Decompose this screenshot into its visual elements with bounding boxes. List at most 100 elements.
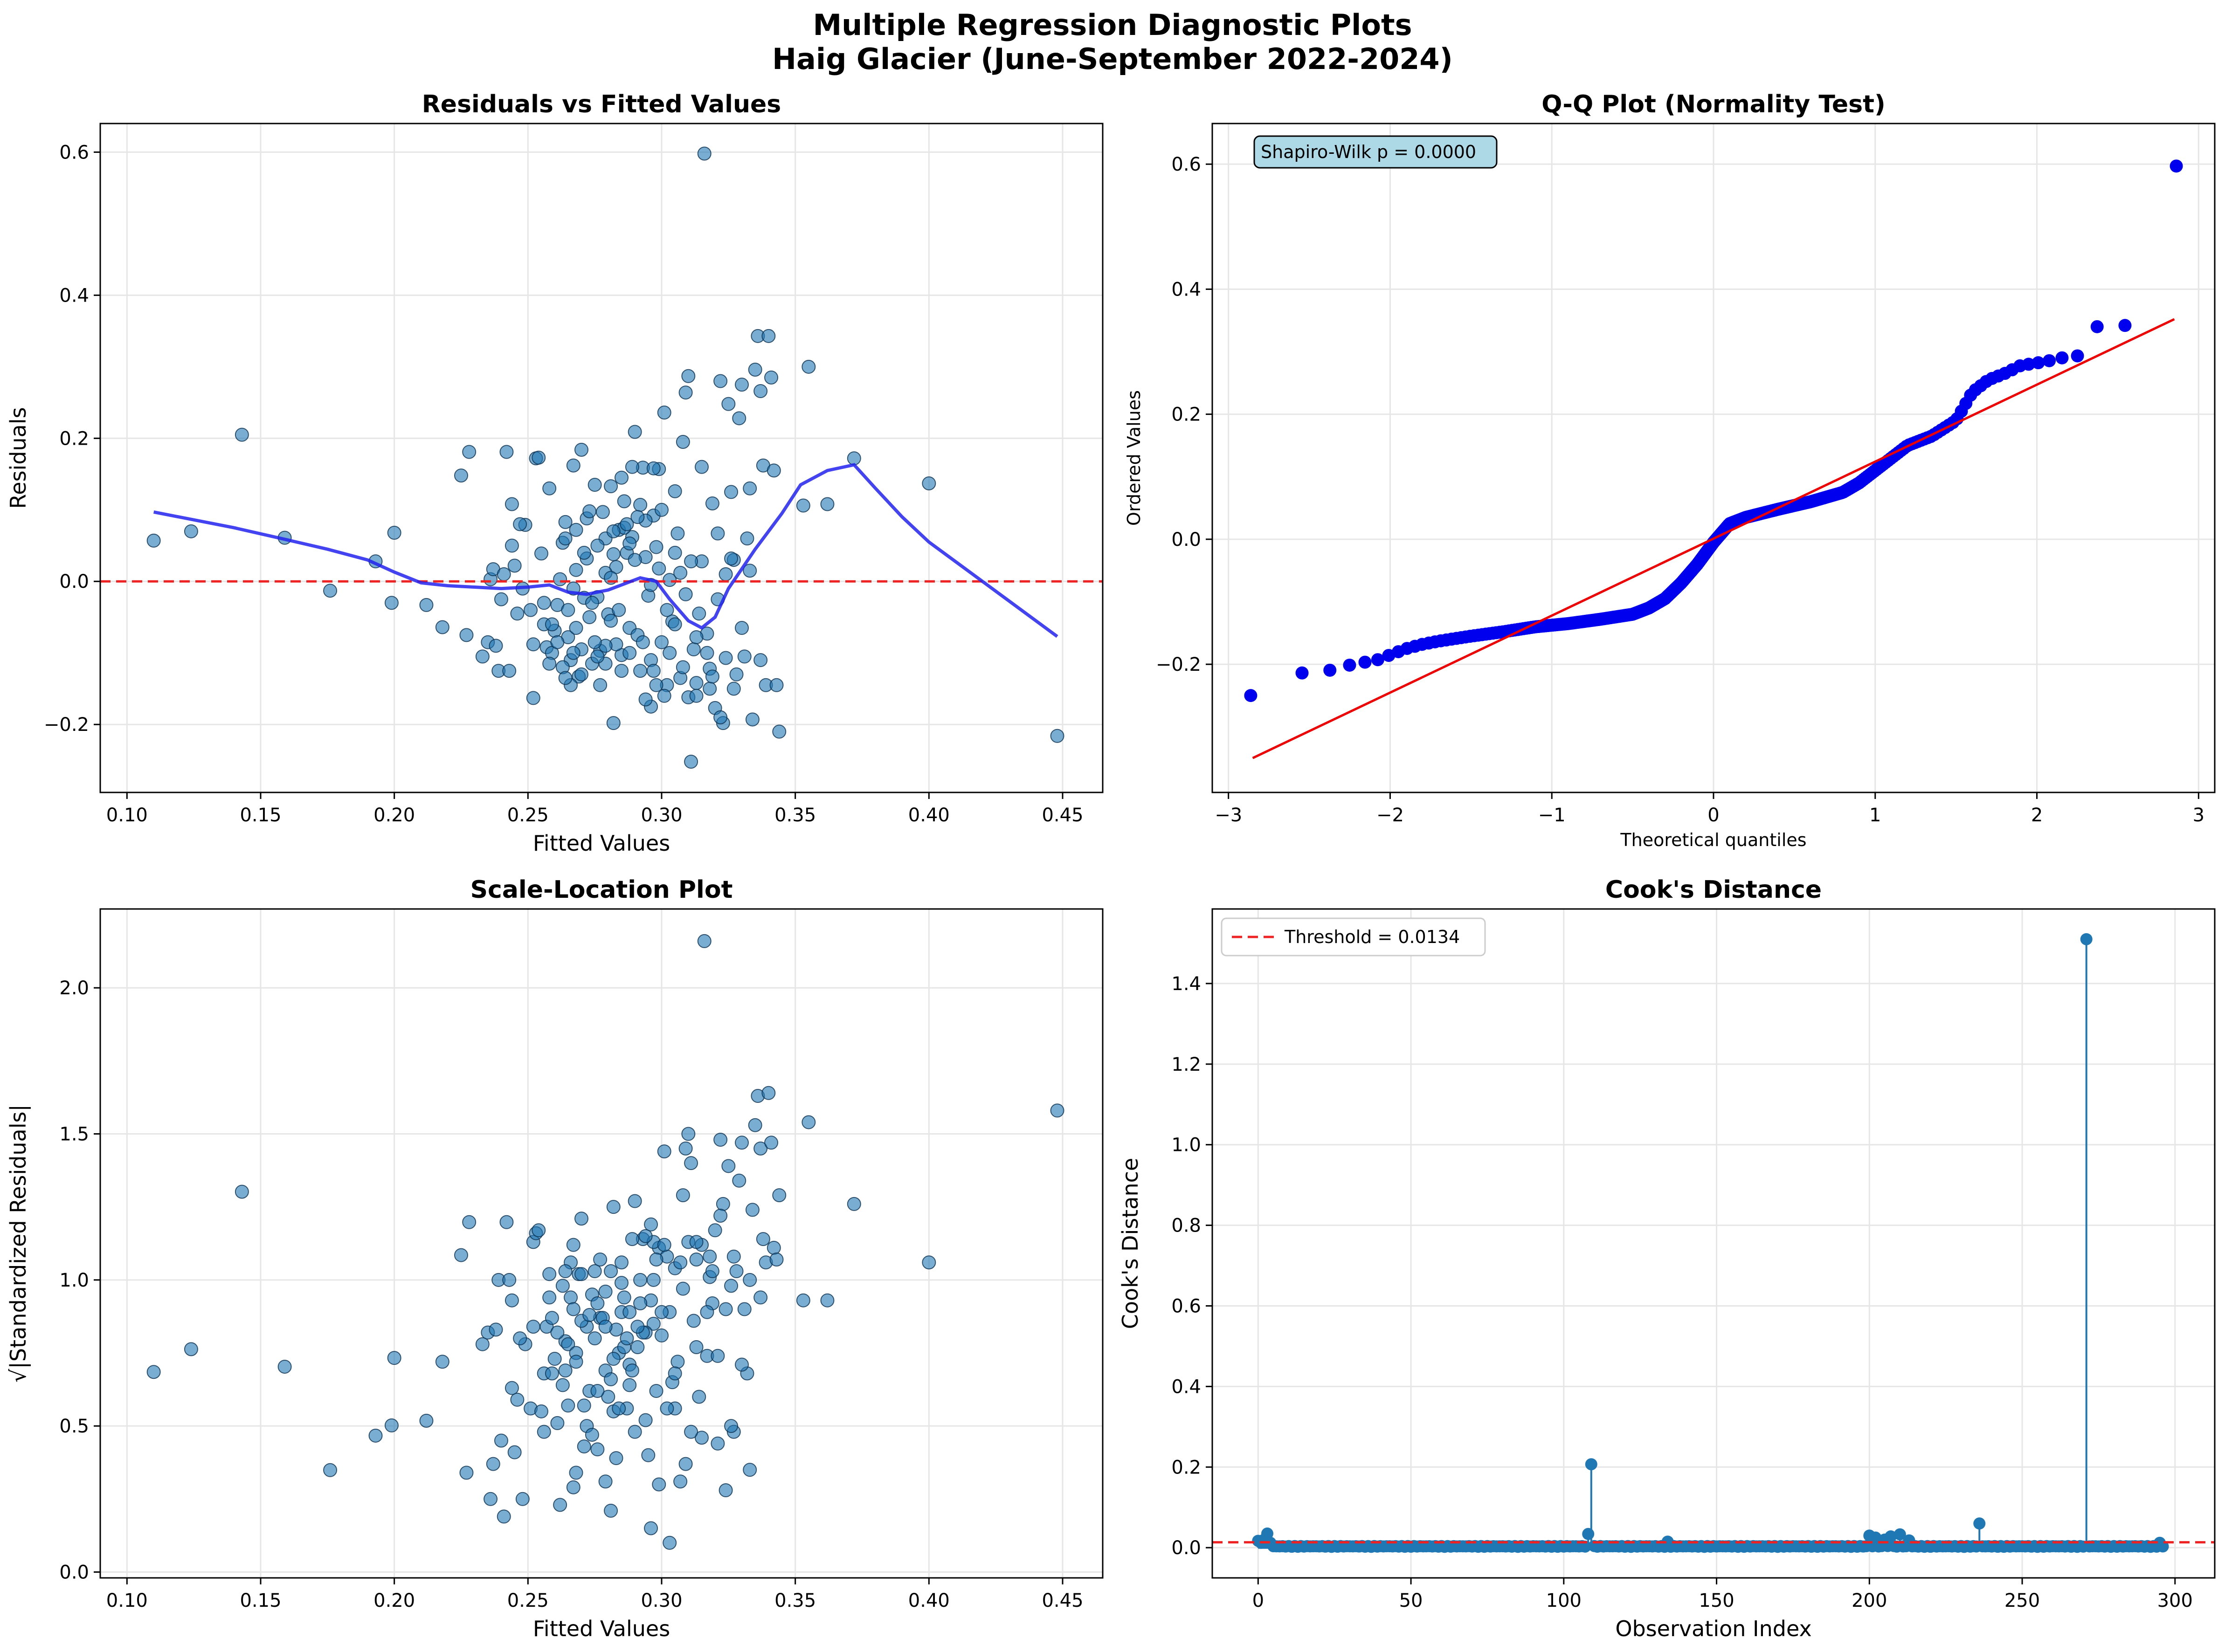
- scale-location-point: [676, 1188, 690, 1203]
- scale-location-point: [577, 1398, 591, 1413]
- scale-location-point: [628, 1425, 642, 1439]
- cooks-marker: [1582, 1528, 1595, 1540]
- residual-point: [695, 460, 709, 474]
- plot-area-scale_location: [146, 934, 1064, 1550]
- residual-point: [713, 710, 728, 724]
- scale-location-point: [713, 1133, 728, 1147]
- x-axis-label: Theoretical quantiles: [1620, 830, 1806, 850]
- shapiro-wilk-annotation: Shapiro-Wilk p = 0.0000: [1261, 142, 1476, 162]
- scale-location-point: [612, 1401, 626, 1416]
- scale-location-point: [724, 1419, 739, 1433]
- residual-point: [561, 603, 575, 617]
- scale-location-point: [684, 1425, 698, 1439]
- residual-point: [636, 635, 650, 649]
- residual-point: [700, 646, 714, 660]
- scale-location-point: [638, 1413, 653, 1427]
- residual-point: [692, 606, 706, 621]
- scale-location-point: [732, 1173, 746, 1188]
- qq-point: [2055, 351, 2069, 365]
- scale-location-point: [569, 1355, 583, 1369]
- x-tick-label: 0.35: [774, 1590, 816, 1611]
- residual-point: [681, 369, 696, 383]
- residual-point: [558, 531, 573, 546]
- scale-location-point: [555, 1378, 570, 1392]
- scale-location-point: [585, 1427, 599, 1442]
- scale-location-point: [625, 1232, 639, 1246]
- scale-location-point: [644, 1217, 658, 1232]
- residual-point: [689, 688, 704, 703]
- y-tick-label: 0.6: [1171, 154, 1201, 175]
- residual-point: [537, 596, 551, 610]
- residual-point: [719, 567, 733, 581]
- axes-frame: [1211, 908, 2216, 1579]
- residual-point: [569, 563, 583, 577]
- y-tick-label: 0.4: [59, 285, 89, 306]
- residual-point: [1050, 729, 1064, 743]
- scale-location-point: [922, 1255, 936, 1270]
- residual-point: [595, 505, 610, 519]
- scale-location-point: [577, 1439, 591, 1454]
- scale-location-point: [633, 1296, 648, 1310]
- residual-point: [745, 712, 760, 727]
- x-tick-label: 0.15: [240, 1590, 281, 1611]
- qq-point: [2022, 358, 2035, 371]
- scale-location-point: [593, 1252, 608, 1267]
- x-tick-label: 0.15: [240, 805, 281, 826]
- y-tick-label: 1.5: [59, 1124, 89, 1145]
- residual-point: [566, 458, 580, 473]
- residual-point: [686, 642, 701, 657]
- scale-location-point: [561, 1398, 575, 1413]
- y-tick-label: 1.0: [1171, 1135, 1201, 1156]
- y-tick-label: −0.2: [1156, 654, 1201, 675]
- residual-point: [532, 450, 546, 465]
- scale-location-point: [604, 1503, 618, 1518]
- scale-location-point: [574, 1267, 588, 1281]
- x-axis-label: Fitted Values: [533, 1616, 670, 1641]
- scale-location-point: [630, 1320, 645, 1334]
- residual-point: [646, 461, 661, 475]
- scale-location-point: [628, 1194, 642, 1208]
- scale-location-point: [767, 1240, 781, 1255]
- x-axis-label: Fitted Values: [533, 831, 670, 856]
- x-tick-label: 0.45: [1042, 1590, 1083, 1611]
- x-tick-label: −2: [1376, 805, 1404, 826]
- residual-point: [796, 498, 810, 513]
- residual-point: [678, 385, 693, 400]
- x-tick-label: 0.10: [106, 805, 148, 826]
- scale-location-point: [497, 1509, 511, 1524]
- residual-point: [510, 606, 525, 621]
- y-tick-label: 0.0: [59, 1562, 89, 1583]
- residual-point: [569, 621, 583, 635]
- residual-point: [504, 538, 519, 553]
- cooks-marker: [1585, 1458, 1597, 1471]
- x-tick-label: −1: [1538, 805, 1566, 826]
- residual-point: [462, 445, 477, 459]
- y-tick-label: −0.2: [44, 714, 89, 736]
- residual-point: [628, 425, 642, 439]
- scale-location-point: [609, 1451, 623, 1466]
- residual-point: [767, 463, 781, 478]
- y-tick-label: 2.0: [59, 977, 89, 999]
- residual-point: [689, 630, 704, 644]
- qq-point: [2032, 356, 2045, 370]
- residual-point: [663, 646, 677, 660]
- plot-area-residuals: [100, 146, 1103, 769]
- cooks-marker: [1885, 1530, 1897, 1542]
- scale-location-point: [454, 1248, 468, 1262]
- y-tick-label: 0.0: [59, 571, 89, 592]
- scale-location-point: [663, 1535, 677, 1550]
- x-tick-label: 0.10: [106, 1590, 148, 1611]
- scale-location-point: [590, 1296, 605, 1310]
- scale-location-point: [384, 1418, 399, 1432]
- x-tick-label: 200: [1852, 1590, 1887, 1611]
- residual-point: [670, 526, 685, 541]
- scale-location-point: [711, 1436, 725, 1451]
- scale-location-point: [689, 1340, 704, 1354]
- y-tick-label: 0.6: [1171, 1295, 1201, 1317]
- scale-location-point: [582, 1308, 597, 1322]
- residual-point: [743, 564, 757, 578]
- scale-location-point: [764, 1136, 779, 1150]
- scale-location-point: [598, 1320, 613, 1334]
- scale-location-point: [545, 1366, 559, 1381]
- x-tick-label: 0.20: [373, 1590, 415, 1611]
